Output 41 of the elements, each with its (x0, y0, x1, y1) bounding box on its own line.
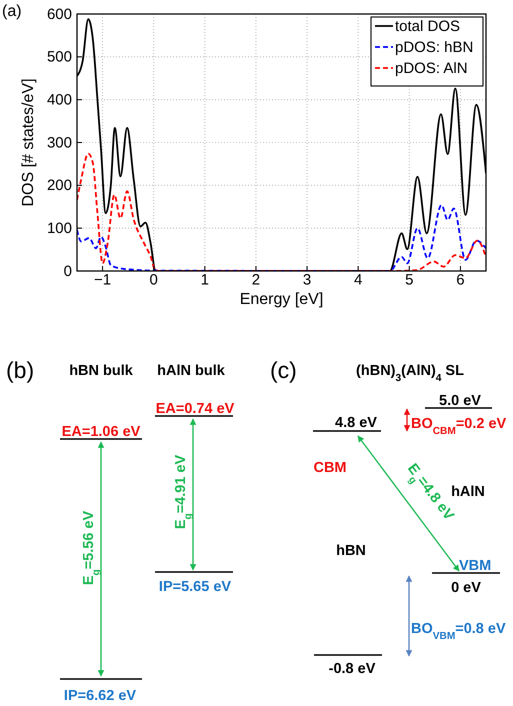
text: (hBN)$_{3}$(AlN)$_{4}$ SL (356, 363, 464, 384)
text: IP=6.62 eV (64, 688, 136, 704)
y-axis-title: DOS [# states/eV] (20, 78, 37, 207)
text: -0.8 eV (328, 661, 376, 677)
text: 0 eV (451, 580, 482, 596)
text: hBN bulk (69, 363, 134, 379)
legend-label: pDOS: hBN (395, 39, 474, 56)
text: EA=0.74 eV (156, 401, 235, 417)
x-tick-label: 2 (252, 272, 260, 289)
line-series (77, 152, 486, 271)
y-tick-label: 500 (46, 48, 72, 66)
y-tick-label: 300 (46, 134, 72, 152)
text: 5.0 eV (439, 393, 482, 409)
text: CBM (313, 460, 347, 476)
y-tick-label: 200 (46, 177, 72, 194)
text: (b) (6, 357, 34, 383)
text: VBM (459, 558, 492, 574)
text: IP=5.65 eV (158, 579, 232, 595)
x-tick-label: 1 (200, 272, 209, 289)
text: 4.8 eV (335, 415, 378, 431)
x-tick-label: 4 (354, 272, 362, 289)
x-tick-label: 5 (405, 272, 414, 289)
y-tick-label: 100 (46, 220, 72, 237)
text: BO$_{VBM}$=0.8 eV (411, 621, 506, 642)
text: hAlN (451, 484, 485, 500)
y-tick-label: 600 (46, 6, 72, 23)
text: EA=1.06 eV (62, 424, 141, 440)
y-tick-label: 400 (46, 91, 72, 108)
text: BO$_{CBM}$=0.2 eV (411, 416, 507, 436)
legend-label: pDOS: AlN (395, 60, 468, 77)
text: (c) (270, 357, 297, 383)
line-series (77, 204, 486, 271)
text: hAlN bulk (157, 363, 226, 379)
x-tick-label: −1 (94, 272, 112, 289)
text: hBN (336, 543, 366, 559)
x-axis-title: Energy [eV] (240, 291, 324, 308)
x-tick-label: 3 (302, 272, 312, 289)
x-tick-label: 6 (456, 272, 465, 289)
legend-label: total DOS (395, 18, 460, 35)
x-tick-label: 0 (150, 272, 158, 289)
chart-title: (a) (2, 3, 22, 20)
